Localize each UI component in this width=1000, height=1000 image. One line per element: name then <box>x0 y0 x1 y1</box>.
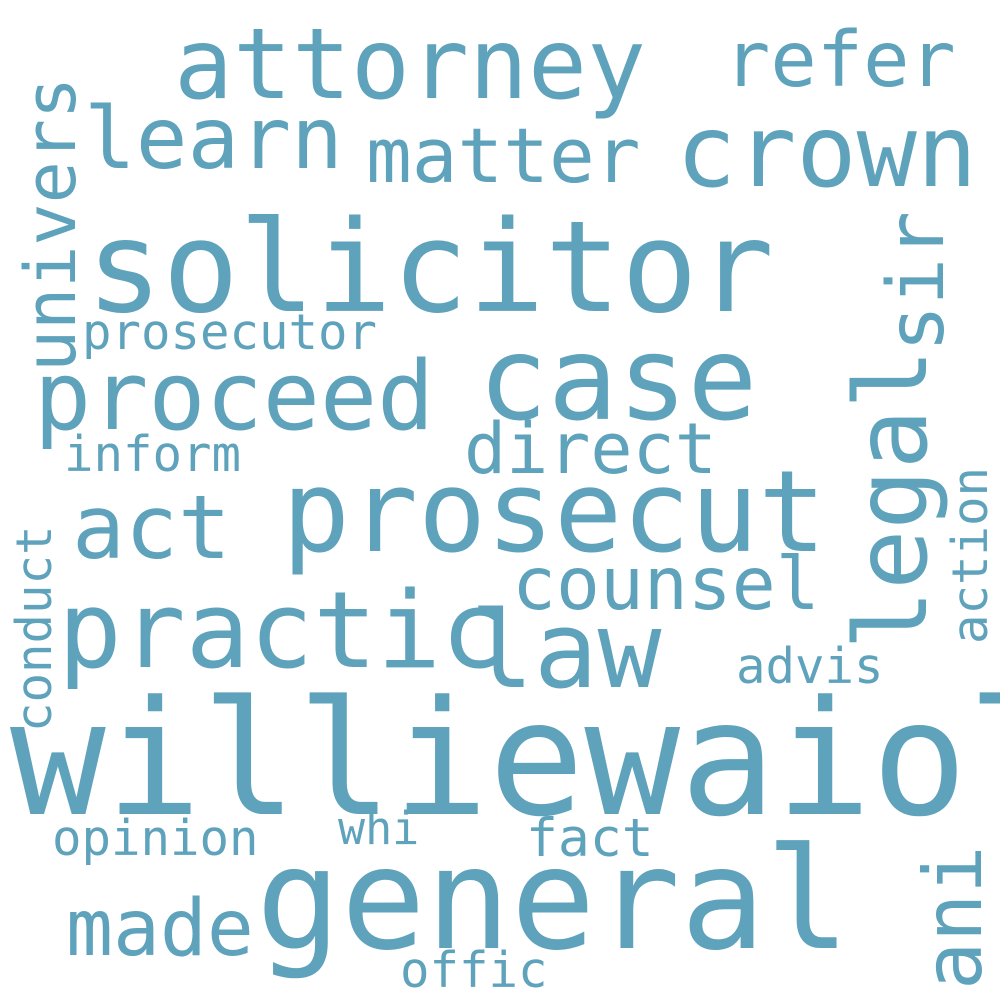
word-case: case <box>478 312 758 447</box>
word-counsel: counsel <box>512 542 820 627</box>
word-offic: offic <box>400 942 548 999</box>
word-general: general <box>256 818 851 982</box>
word-williewaiola: williewaiola <box>10 667 1000 852</box>
word-prosecut: prosecut <box>282 446 827 578</box>
word-action: action <box>942 466 999 644</box>
word-proceed: proceed <box>34 342 435 452</box>
word-refer: refer <box>724 16 956 105</box>
word-crown: crown <box>676 93 978 210</box>
word-univers: univers <box>10 76 92 372</box>
word-law: law <box>470 589 662 712</box>
word-opinion: opinion <box>52 810 259 867</box>
word-practic: practic <box>58 569 505 692</box>
word-solicitor: solicitor <box>86 193 775 341</box>
word-fact: fact <box>526 808 654 869</box>
word-matter: matter <box>366 111 641 200</box>
word-ani: ani <box>907 845 1000 991</box>
word-direct: direct <box>464 408 717 490</box>
word-made: made <box>66 884 254 974</box>
word-act: act <box>72 476 231 579</box>
word-learn: learn <box>84 89 343 189</box>
word-sir: sir <box>872 211 962 352</box>
word-whi: whi <box>338 802 420 855</box>
word-prosecutor: prosecutor <box>82 304 378 361</box>
word-advis: advis <box>736 638 884 695</box>
word-inform: inform <box>64 426 242 483</box>
word-conduct: conduct <box>6 525 63 732</box>
word-attorney: attorney <box>174 8 647 122</box>
word-legal: legal <box>833 348 950 650</box>
